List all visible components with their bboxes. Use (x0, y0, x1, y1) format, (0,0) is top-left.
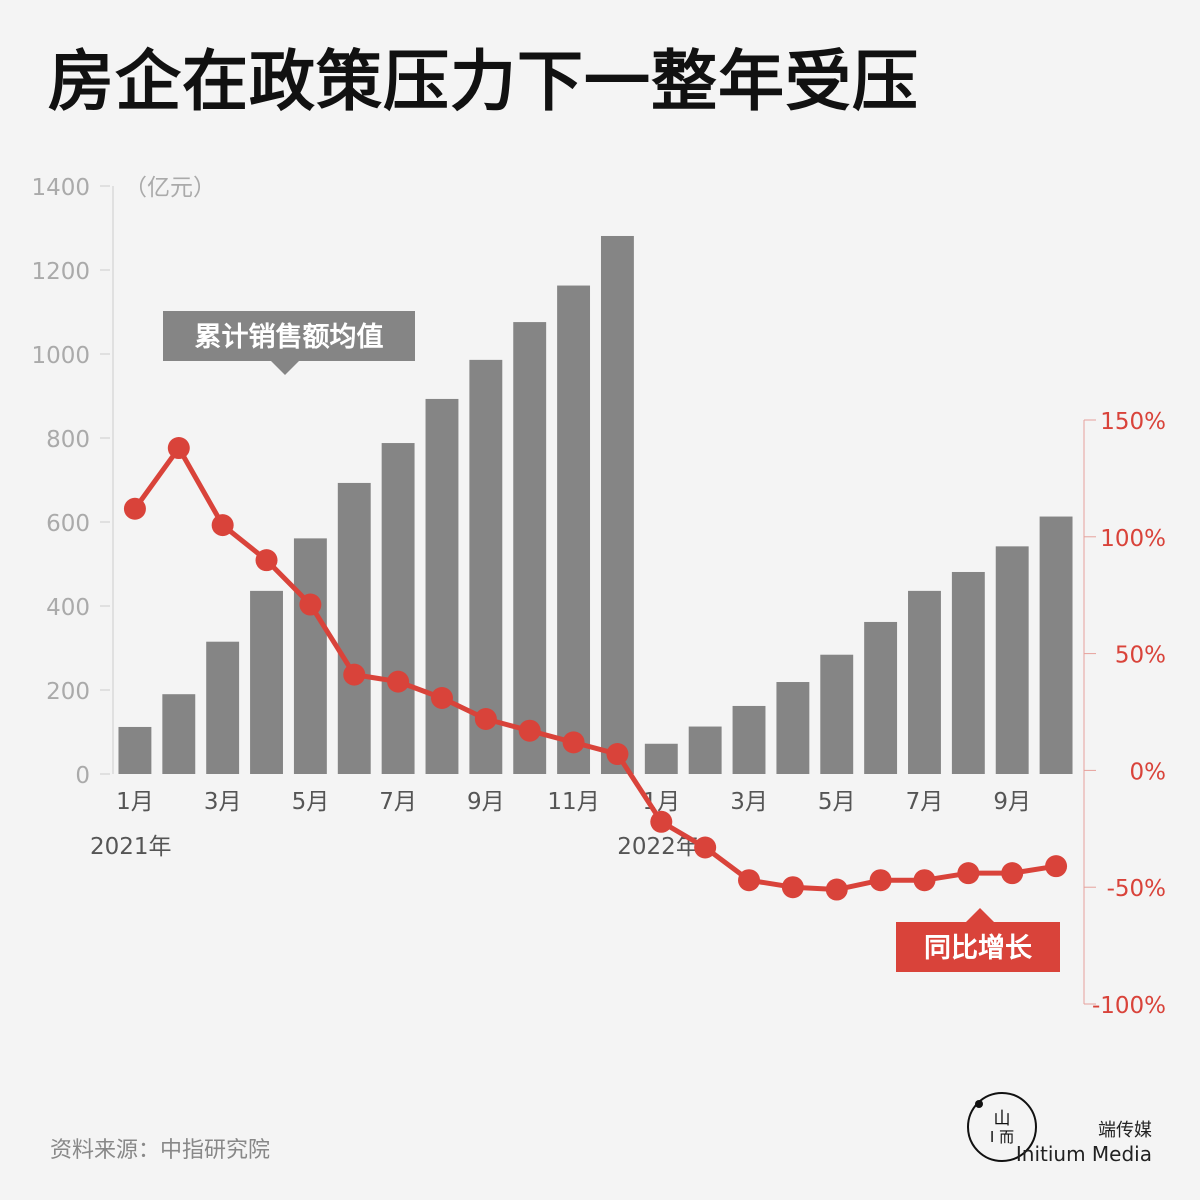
yoy-growth-point (738, 869, 761, 892)
yoy-growth-point (211, 514, 234, 537)
yoy-growth-point (781, 876, 804, 899)
bar-sales-average (644, 743, 678, 774)
x-tick-label: 9月 (467, 789, 505, 815)
yoy-growth-point (913, 869, 936, 892)
left-tick-label: 1200 (31, 259, 90, 285)
yoy-growth-point (343, 663, 366, 686)
yoy-growth-point (957, 862, 980, 885)
right-tick-label: -100% (1092, 993, 1166, 1019)
bar-sales-average (864, 621, 898, 774)
left-tick-label: 1000 (31, 343, 90, 369)
year-label: 2021年 (90, 834, 172, 860)
bars-series-label: 累计销售额均值 (195, 321, 384, 353)
bar-sales-average (557, 285, 591, 774)
left-tick-label: 0 (75, 763, 90, 789)
bar-sales-average (469, 359, 503, 774)
bar-sales-average (688, 726, 722, 774)
chart-title: 房企在政策压力下一整年受压 (48, 43, 919, 120)
bar-sales-average (908, 590, 941, 774)
bar-sales-average (118, 726, 152, 774)
x-tick-label: 5月 (292, 789, 330, 815)
left-tick-label: 1400 (31, 175, 90, 201)
bar-sales-average (162, 694, 196, 774)
bar-sales-average (600, 235, 634, 775)
yoy-growth-point (1045, 855, 1068, 878)
yoy-growth-point (299, 593, 322, 616)
right-tick-label: 150% (1100, 409, 1166, 435)
bars-series-label-box (163, 311, 415, 361)
yoy-growth-point (430, 686, 453, 709)
x-tick-label: 3月 (204, 789, 242, 815)
bar-sales-average (732, 705, 766, 774)
yoy-growth-point (123, 497, 146, 520)
bar-sales-average (293, 538, 327, 774)
x-tick-label: 9月 (993, 789, 1031, 815)
yoy-growth-point (1001, 862, 1024, 885)
yoy-growth-point (167, 437, 190, 460)
svg-text:I 而: I 而 (990, 1128, 1014, 1146)
yoy-growth-point (518, 719, 541, 742)
yoy-growth-point (562, 731, 585, 754)
x-tick-label: 3月 (730, 789, 768, 815)
svg-text:山: 山 (994, 1109, 1011, 1129)
x-tick-label: 7月 (906, 789, 944, 815)
yoy-growth-point (606, 743, 629, 766)
yoy-growth-point (825, 878, 848, 901)
bar-sales-average (1039, 516, 1073, 774)
right-tick-label: 50% (1115, 643, 1166, 669)
bar-sales-average (381, 443, 415, 774)
yoy-growth-point (387, 670, 410, 693)
source-note: 资料来源：中指研究院 (50, 1138, 271, 1163)
line-series-label: 同比增长 (924, 932, 1033, 964)
yoy-growth-point (869, 869, 892, 892)
bar-sales-average (337, 482, 371, 774)
yoy-growth-point (474, 708, 497, 731)
x-tick-label: 1月 (116, 789, 154, 815)
bar-sales-average (951, 571, 985, 774)
x-tick-label: 5月 (818, 789, 856, 815)
yoy-growth-point (650, 810, 673, 833)
bar-sales-average (820, 654, 854, 774)
x-tick-label: 11月 (547, 789, 599, 815)
yoy-growth-point (255, 549, 278, 572)
left-tick-label: 200 (46, 679, 90, 705)
line-series-label-box (896, 922, 1060, 972)
left-axis-unit-label: （亿元） (124, 175, 216, 201)
yoy-growth-line (132, 445, 1057, 893)
left-tick-label: 600 (46, 511, 90, 537)
brand-chinese-name: 端传媒 (1098, 1120, 1152, 1141)
left-tick-label: 400 (46, 595, 90, 621)
bars-series-label-pointer (271, 361, 299, 375)
bar-sales-average (995, 546, 1029, 774)
bar-sales-average (206, 641, 240, 774)
initium-logo-icon: 山 I 而 (967, 1092, 1037, 1162)
left-tick-label: 800 (46, 427, 90, 453)
right-tick-label: 0% (1130, 759, 1167, 785)
yoy-growth-point (694, 836, 717, 859)
right-tick-label: 100% (1100, 526, 1166, 552)
x-tick-label: 7月 (379, 789, 417, 815)
bar-sales-average (425, 398, 459, 774)
line-series-label-pointer (966, 908, 994, 922)
bar-sales-average (776, 682, 810, 774)
right-tick-label: -50% (1107, 876, 1166, 902)
brand-english-name: Initium Media (1015, 1142, 1152, 1166)
bar-sales-average (250, 590, 283, 774)
bar-sales-average (513, 322, 547, 774)
